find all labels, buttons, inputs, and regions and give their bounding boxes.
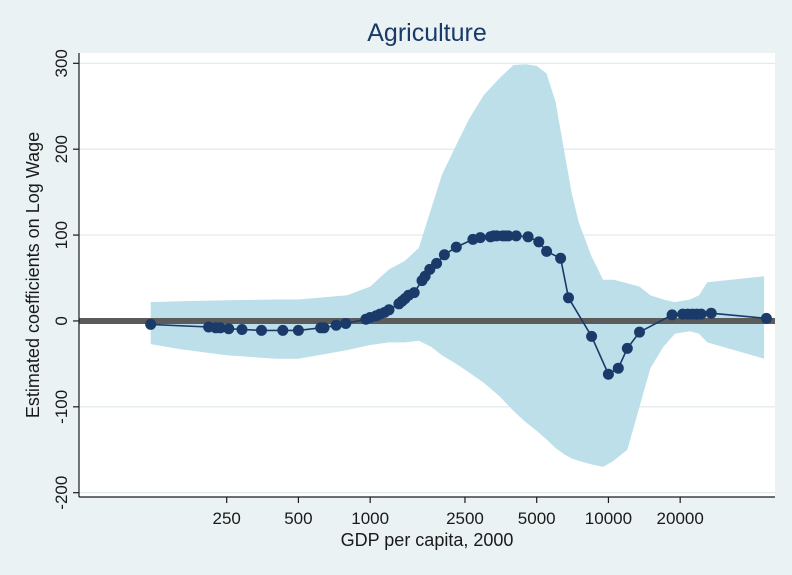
- y-tick-label: 300: [52, 49, 71, 77]
- x-tick-label: 500: [284, 509, 312, 528]
- data-point: [533, 236, 545, 248]
- data-point: [695, 308, 707, 320]
- data-point: [621, 342, 633, 354]
- data-point: [705, 307, 717, 319]
- data-point: [760, 312, 772, 324]
- data-point: [330, 319, 342, 331]
- data-point: [383, 304, 395, 316]
- data-point: [236, 324, 248, 335]
- y-tick-labels: -200 -100 0 100 200 300: [52, 49, 71, 510]
- x-tick-label: 5000: [518, 509, 556, 528]
- data-point: [502, 230, 514, 242]
- x-axis-title: GDP per capita, 2000: [341, 530, 514, 550]
- y-tick-label: 200: [52, 135, 71, 163]
- x-tick-label: 10000: [585, 509, 632, 528]
- data-point: [318, 322, 330, 334]
- chart-title: Agriculture: [367, 19, 487, 47]
- data-point: [555, 252, 567, 264]
- axes: [73, 53, 775, 503]
- data-point: [431, 257, 443, 269]
- data-point: [510, 230, 522, 242]
- data-point: [223, 323, 235, 335]
- x-tick-label: 2500: [446, 509, 484, 528]
- data-point: [450, 241, 462, 253]
- x-tick-label: 1000: [351, 509, 389, 528]
- data-point: [634, 326, 645, 338]
- data-point: [474, 232, 486, 244]
- data-point: [666, 309, 678, 321]
- data-point: [438, 249, 450, 261]
- y-tick-label: -200: [52, 476, 71, 510]
- data-point: [145, 318, 157, 330]
- series-marker-layer: [145, 230, 772, 380]
- confidence-band-layer: [150, 64, 765, 467]
- x-tick-label: 20000: [657, 509, 704, 528]
- data-point: [277, 324, 289, 336]
- data-point: [292, 324, 304, 336]
- x-tick-label: 250: [213, 509, 241, 528]
- data-point: [541, 245, 553, 257]
- y-tick-label: 100: [52, 221, 71, 249]
- y-tick-label: -100: [52, 390, 71, 424]
- data-point: [522, 231, 534, 243]
- data-point: [586, 330, 598, 342]
- data-point: [612, 362, 624, 374]
- y-axis-title: Estimated coefficients on Log Wage: [23, 132, 43, 418]
- y-tick-label: 0: [52, 316, 71, 325]
- confidence-band: [150, 64, 765, 467]
- data-point: [256, 324, 267, 336]
- data-point: [602, 368, 614, 380]
- x-tick-labels: 250 500 1000 2500 5000 10000 20000: [213, 509, 704, 528]
- data-point: [340, 318, 352, 329]
- data-point: [214, 322, 226, 334]
- data-point: [563, 292, 574, 304]
- data-point: [408, 287, 420, 299]
